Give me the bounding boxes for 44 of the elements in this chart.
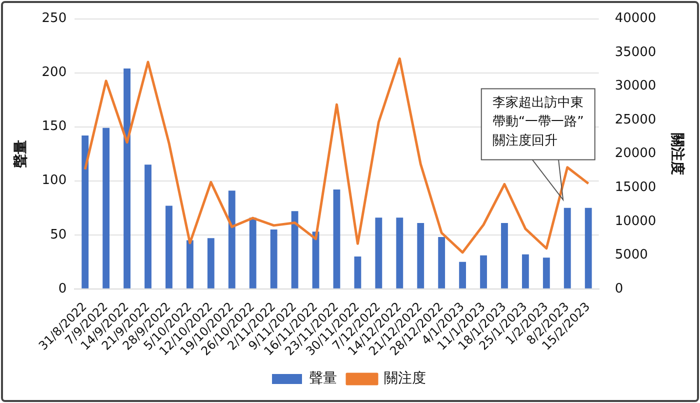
bar bbox=[82, 135, 89, 288]
bar bbox=[375, 218, 382, 288]
bar bbox=[291, 211, 298, 288]
bar bbox=[166, 206, 172, 288]
bar bbox=[396, 218, 404, 288]
y2-tick-label: 20000 bbox=[614, 146, 656, 162]
y2-tick-label: 0 bbox=[614, 281, 624, 296]
y2-tick-label: 15000 bbox=[614, 180, 656, 195]
bar bbox=[102, 128, 110, 288]
bar bbox=[228, 190, 236, 288]
y2-tick-label: 25000 bbox=[614, 112, 656, 128]
bar bbox=[459, 262, 466, 288]
bar bbox=[354, 256, 362, 288]
bar bbox=[186, 240, 194, 288]
y2-tick-label: 10000 bbox=[614, 214, 656, 229]
bar bbox=[124, 68, 130, 288]
y-axis-title: 聲量 bbox=[13, 140, 30, 169]
y-tick-label: 0 bbox=[58, 281, 67, 296]
y-tick-label: 50 bbox=[50, 227, 67, 242]
bar bbox=[417, 223, 424, 288]
y-tick-label: 200 bbox=[42, 65, 67, 80]
y2-tick-label: 5000 bbox=[614, 248, 648, 263]
y-tick-label: 150 bbox=[42, 119, 67, 134]
bar bbox=[501, 223, 508, 288]
bar bbox=[438, 237, 446, 288]
y-tick-label: 100 bbox=[42, 173, 67, 188]
annotation: 李家超出訪中東帶動“一帶一路”關注度回升 bbox=[492, 94, 584, 149]
bar bbox=[270, 229, 278, 288]
bar bbox=[333, 190, 340, 288]
bar bbox=[480, 255, 487, 288]
bar bbox=[564, 208, 571, 288]
y2-axis-title: 關注度 bbox=[668, 132, 686, 175]
y-tick-label: 250 bbox=[42, 11, 67, 26]
y2-tick-label: 35000 bbox=[614, 44, 656, 60]
bar bbox=[584, 208, 592, 288]
y2-tick-label: 40000 bbox=[614, 11, 656, 26]
bar bbox=[522, 254, 529, 288]
bar bbox=[144, 164, 152, 288]
y2-tick-label: 30000 bbox=[614, 78, 656, 94]
bar bbox=[207, 238, 214, 288]
legend-label: 關注度 bbox=[384, 370, 426, 387]
bar bbox=[249, 218, 256, 288]
bar bbox=[542, 258, 550, 288]
legend-label: 聲量 bbox=[309, 370, 337, 387]
